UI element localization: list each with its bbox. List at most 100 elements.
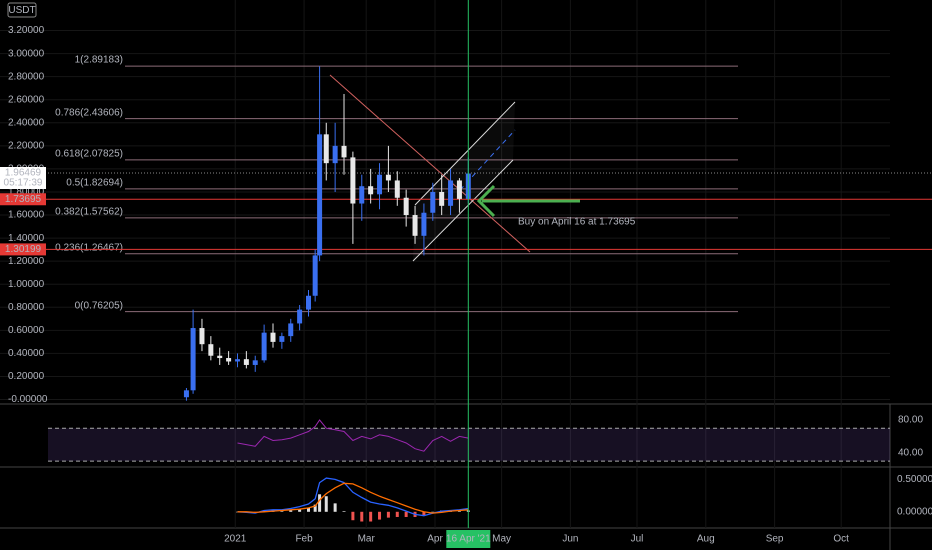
- histogram-bar: [342, 511, 346, 512]
- fib-label: 0.382(1.57562): [55, 207, 123, 218]
- level-badge: [0, 243, 46, 256]
- histogram-bar: [360, 511, 364, 522]
- candle-body: [412, 215, 418, 236]
- candle-body: [190, 328, 196, 391]
- candle-body: [359, 186, 365, 204]
- x-tick-label: May: [492, 534, 511, 545]
- last-price-label: 1.96469: [5, 168, 42, 179]
- histogram-bar: [280, 511, 284, 512]
- candle-body: [350, 157, 356, 204]
- histogram-bar: [235, 511, 239, 513]
- candle-body: [439, 191, 445, 206]
- y-tick-label: -0.00000: [8, 394, 48, 405]
- candle-body: [323, 134, 329, 164]
- y-tick-label: 80.00: [898, 415, 923, 426]
- y-tick-label: 2.80000: [8, 71, 45, 82]
- rsi-line: [237, 419, 469, 452]
- fib-label: 0.786(2.43606): [55, 107, 123, 118]
- candle-body: [217, 355, 223, 359]
- annotation: Buy on April 16 at 1.73695: [518, 217, 636, 228]
- candle-body: [183, 390, 189, 398]
- fib-label: 0.236(1.26467): [55, 242, 123, 253]
- candle-body: [226, 358, 232, 362]
- histogram-bar: [289, 510, 293, 512]
- candle-body: [368, 186, 374, 195]
- candle-body: [430, 191, 436, 213]
- histogram-bar: [369, 511, 373, 522]
- candle-body: [317, 134, 323, 256]
- candle-body: [199, 328, 205, 345]
- candle-body: [312, 255, 318, 296]
- candle-body: [403, 197, 409, 216]
- histogram-bar: [431, 511, 435, 513]
- y-tick-label: 0.50000: [897, 474, 932, 485]
- level-badge: [0, 193, 46, 206]
- candle-body: [448, 180, 454, 206]
- y-tick-label: 0.80000: [8, 302, 45, 313]
- histogram-bar: [378, 511, 382, 520]
- candle-body: [341, 145, 347, 158]
- y-tick-label: 40.00: [898, 447, 923, 458]
- y-tick-label: 0.00000: [897, 506, 932, 517]
- fib-label: 1(2.89183): [75, 55, 123, 66]
- candle-body: [456, 180, 462, 199]
- currency-label: USDT: [8, 5, 35, 16]
- histogram-bar: [333, 503, 337, 512]
- fib-label: 0(0.76205): [75, 300, 123, 311]
- y-tick-label: 1.00000: [8, 279, 45, 290]
- y-tick-label: 3.20000: [8, 25, 45, 36]
- x-tick-label: Sep: [766, 534, 784, 545]
- channel-lower: [412, 159, 514, 262]
- candle-body: [234, 359, 240, 362]
- arrow-head: [476, 184, 496, 218]
- y-tick-label: 2.20000: [8, 141, 45, 152]
- histogram-bar: [422, 511, 426, 516]
- histogram-bar: [457, 511, 461, 512]
- candle-body: [377, 174, 383, 195]
- y-tick-label: 0.20000: [8, 371, 45, 382]
- histogram-bar: [324, 496, 328, 512]
- histogram-bar: [351, 511, 355, 521]
- y-tick-label: 1.80000: [8, 187, 45, 198]
- histogram-bar: [307, 507, 311, 512]
- level-label: 1.30199: [5, 244, 42, 255]
- candle-body: [306, 295, 312, 310]
- y-tick-label: 1.60000: [8, 210, 45, 221]
- crosshair-badge: [446, 530, 491, 548]
- y-tick-label: 3.00000: [8, 48, 45, 59]
- macd-line: [237, 482, 469, 514]
- crosshair-label: 16 Apr '21: [446, 534, 491, 545]
- histogram-bar: [313, 504, 317, 512]
- candle-body: [279, 336, 285, 342]
- candle-body: [252, 360, 258, 365]
- trend-line: [329, 74, 531, 253]
- countdown: 05:17:39: [4, 178, 43, 189]
- histogram-bar: [395, 511, 399, 517]
- candle-body: [297, 309, 303, 324]
- y-tick-label: 0.60000: [8, 325, 45, 336]
- y-tick-label: 1.40000: [8, 233, 45, 244]
- x-tick-label: Mar: [358, 534, 376, 545]
- candle-body: [261, 332, 267, 361]
- histogram-bar: [318, 494, 322, 512]
- fib-label: 0.5(1.82694): [66, 178, 123, 189]
- candle-body: [385, 174, 391, 181]
- currency-badge: [7, 2, 37, 18]
- x-tick-label: Jul: [631, 534, 644, 545]
- last-price-badge: [0, 166, 46, 189]
- y-tick-label: 1.20000: [8, 256, 45, 267]
- x-tick-label: Feb: [295, 534, 313, 545]
- y-tick-label: 2.40000: [8, 117, 45, 128]
- fib-label: 0.618(2.07825): [55, 149, 123, 160]
- candle-body: [288, 323, 294, 337]
- histogram-bar: [386, 511, 390, 518]
- candle-body: [421, 212, 427, 236]
- y-tick-label: 2.60000: [8, 94, 45, 105]
- x-tick-label: 2021: [224, 534, 247, 545]
- x-tick-label: Aug: [697, 534, 715, 545]
- candle-body: [208, 344, 214, 356]
- candle-body: [270, 332, 276, 342]
